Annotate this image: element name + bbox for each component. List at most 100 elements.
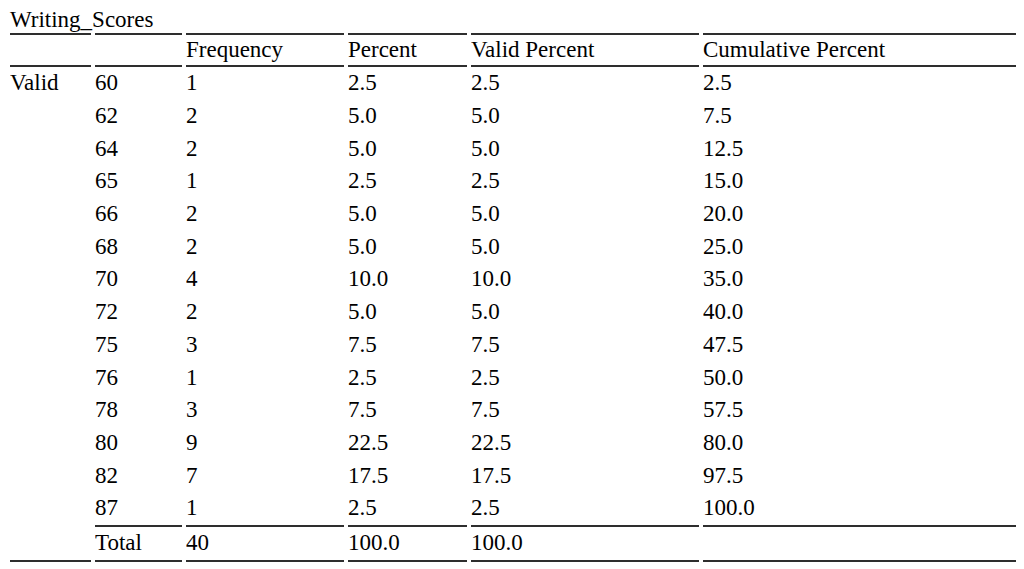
- cell-percent: 5.0: [348, 100, 467, 133]
- cell-rowgroup: [10, 132, 91, 165]
- table-row: 7612.52.550.0: [10, 361, 1016, 394]
- cell-cumulative-percent: 40.0: [703, 296, 1016, 329]
- header-value-spacer: [95, 33, 182, 67]
- cell-cumulative-percent: 2.5: [703, 67, 1016, 100]
- total-label: Total: [95, 527, 182, 562]
- document-page: Writing_Scores Frequency Percent Valid P…: [0, 0, 1024, 569]
- cell-valid-percent: 10.0: [471, 263, 699, 296]
- header-valid-percent: Valid Percent: [471, 33, 699, 67]
- cell-value: 66: [95, 198, 182, 231]
- cell-percent: 5.0: [348, 230, 467, 263]
- page-title: Writing_Scores: [6, 6, 1024, 33]
- table-row: 7537.57.547.5: [10, 329, 1016, 362]
- cell-valid-percent: 5.0: [471, 100, 699, 133]
- cell-cumulative-percent: 25.0: [703, 230, 1016, 263]
- cell-value: 64: [95, 132, 182, 165]
- cell-frequency: 7: [186, 459, 344, 492]
- cell-frequency: 9: [186, 427, 344, 460]
- cell-rowgroup: [10, 394, 91, 427]
- cell-value: 65: [95, 165, 182, 198]
- cell-valid-percent: 17.5: [471, 459, 699, 492]
- cell-valid-percent: 2.5: [471, 67, 699, 100]
- cell-value: 80: [95, 427, 182, 460]
- cell-cumulative-percent: 100.0: [703, 492, 1016, 527]
- cell-percent: 2.5: [348, 361, 467, 394]
- table-body: Valid6012.52.52.56225.05.07.56425.05.012…: [10, 67, 1016, 562]
- cell-frequency: 2: [186, 230, 344, 263]
- cell-rowgroup: [10, 329, 91, 362]
- cell-value: 70: [95, 263, 182, 296]
- cell-frequency: 4: [186, 263, 344, 296]
- table-header-row: Frequency Percent Valid Percent Cumulati…: [10, 33, 1016, 67]
- table-row: 6825.05.025.0: [10, 230, 1016, 263]
- cell-cumulative-percent: 50.0: [703, 361, 1016, 394]
- cell-cumulative-percent: 15.0: [703, 165, 1016, 198]
- header-percent: Percent: [348, 33, 467, 67]
- table-row: Valid6012.52.52.5: [10, 67, 1016, 100]
- cell-value: 72: [95, 296, 182, 329]
- cell-frequency: 1: [186, 165, 344, 198]
- total-cumulative-percent: [703, 527, 1016, 562]
- cell-rowgroup: Valid: [10, 67, 91, 100]
- cell-valid-percent: 5.0: [471, 296, 699, 329]
- table-row: 6225.05.07.5: [10, 100, 1016, 133]
- total-percent: 100.0: [348, 527, 467, 562]
- table-row: 7837.57.557.5: [10, 394, 1016, 427]
- total-rowgroup-spacer: [10, 527, 91, 562]
- table-row: 70410.010.035.0: [10, 263, 1016, 296]
- cell-cumulative-percent: 47.5: [703, 329, 1016, 362]
- cell-valid-percent: 5.0: [471, 198, 699, 231]
- cell-cumulative-percent: 35.0: [703, 263, 1016, 296]
- cell-valid-percent: 5.0: [471, 230, 699, 263]
- cell-cumulative-percent: 80.0: [703, 427, 1016, 460]
- table-row: 6425.05.012.5: [10, 132, 1016, 165]
- cell-percent: 5.0: [348, 198, 467, 231]
- cell-value: 62: [95, 100, 182, 133]
- table-row: 80922.522.580.0: [10, 427, 1016, 460]
- cell-frequency: 2: [186, 296, 344, 329]
- cell-percent: 5.0: [348, 132, 467, 165]
- cell-percent: 10.0: [348, 263, 467, 296]
- table-row: 7225.05.040.0: [10, 296, 1016, 329]
- total-frequency: 40: [186, 527, 344, 562]
- cell-rowgroup: [10, 296, 91, 329]
- cell-rowgroup: [10, 459, 91, 492]
- cell-rowgroup: [10, 100, 91, 133]
- cell-frequency: 1: [186, 67, 344, 100]
- cell-percent: 2.5: [348, 492, 467, 527]
- cell-rowgroup: [10, 263, 91, 296]
- cell-valid-percent: 7.5: [471, 329, 699, 362]
- cell-frequency: 2: [186, 198, 344, 231]
- header-rowgroup-spacer: [10, 33, 91, 67]
- cell-rowgroup: [10, 165, 91, 198]
- cell-frequency: 1: [186, 492, 344, 527]
- table-row: 8712.52.5100.0: [10, 492, 1016, 527]
- cell-value: 78: [95, 394, 182, 427]
- table-row: 82717.517.597.5: [10, 459, 1016, 492]
- cell-frequency: 3: [186, 329, 344, 362]
- header-frequency: Frequency: [186, 33, 344, 67]
- cell-percent: 7.5: [348, 329, 467, 362]
- cell-valid-percent: 7.5: [471, 394, 699, 427]
- cell-cumulative-percent: 97.5: [703, 459, 1016, 492]
- cell-cumulative-percent: 7.5: [703, 100, 1016, 133]
- cell-valid-percent: 2.5: [471, 361, 699, 394]
- table-row: 6625.05.020.0: [10, 198, 1016, 231]
- frequency-table: Frequency Percent Valid Percent Cumulati…: [6, 33, 1020, 562]
- cell-frequency: 3: [186, 394, 344, 427]
- cell-cumulative-percent: 20.0: [703, 198, 1016, 231]
- cell-percent: 5.0: [348, 296, 467, 329]
- cell-value: 76: [95, 361, 182, 394]
- cell-percent: 7.5: [348, 394, 467, 427]
- cell-value: 75: [95, 329, 182, 362]
- cell-cumulative-percent: 12.5: [703, 132, 1016, 165]
- cell-value: 82: [95, 459, 182, 492]
- cell-value: 60: [95, 67, 182, 100]
- cell-rowgroup: [10, 230, 91, 263]
- cell-rowgroup: [10, 492, 91, 527]
- cell-frequency: 1: [186, 361, 344, 394]
- table-total-row: Total40100.0100.0: [10, 527, 1016, 562]
- cell-rowgroup: [10, 361, 91, 394]
- cell-valid-percent: 2.5: [471, 492, 699, 527]
- cell-cumulative-percent: 57.5: [703, 394, 1016, 427]
